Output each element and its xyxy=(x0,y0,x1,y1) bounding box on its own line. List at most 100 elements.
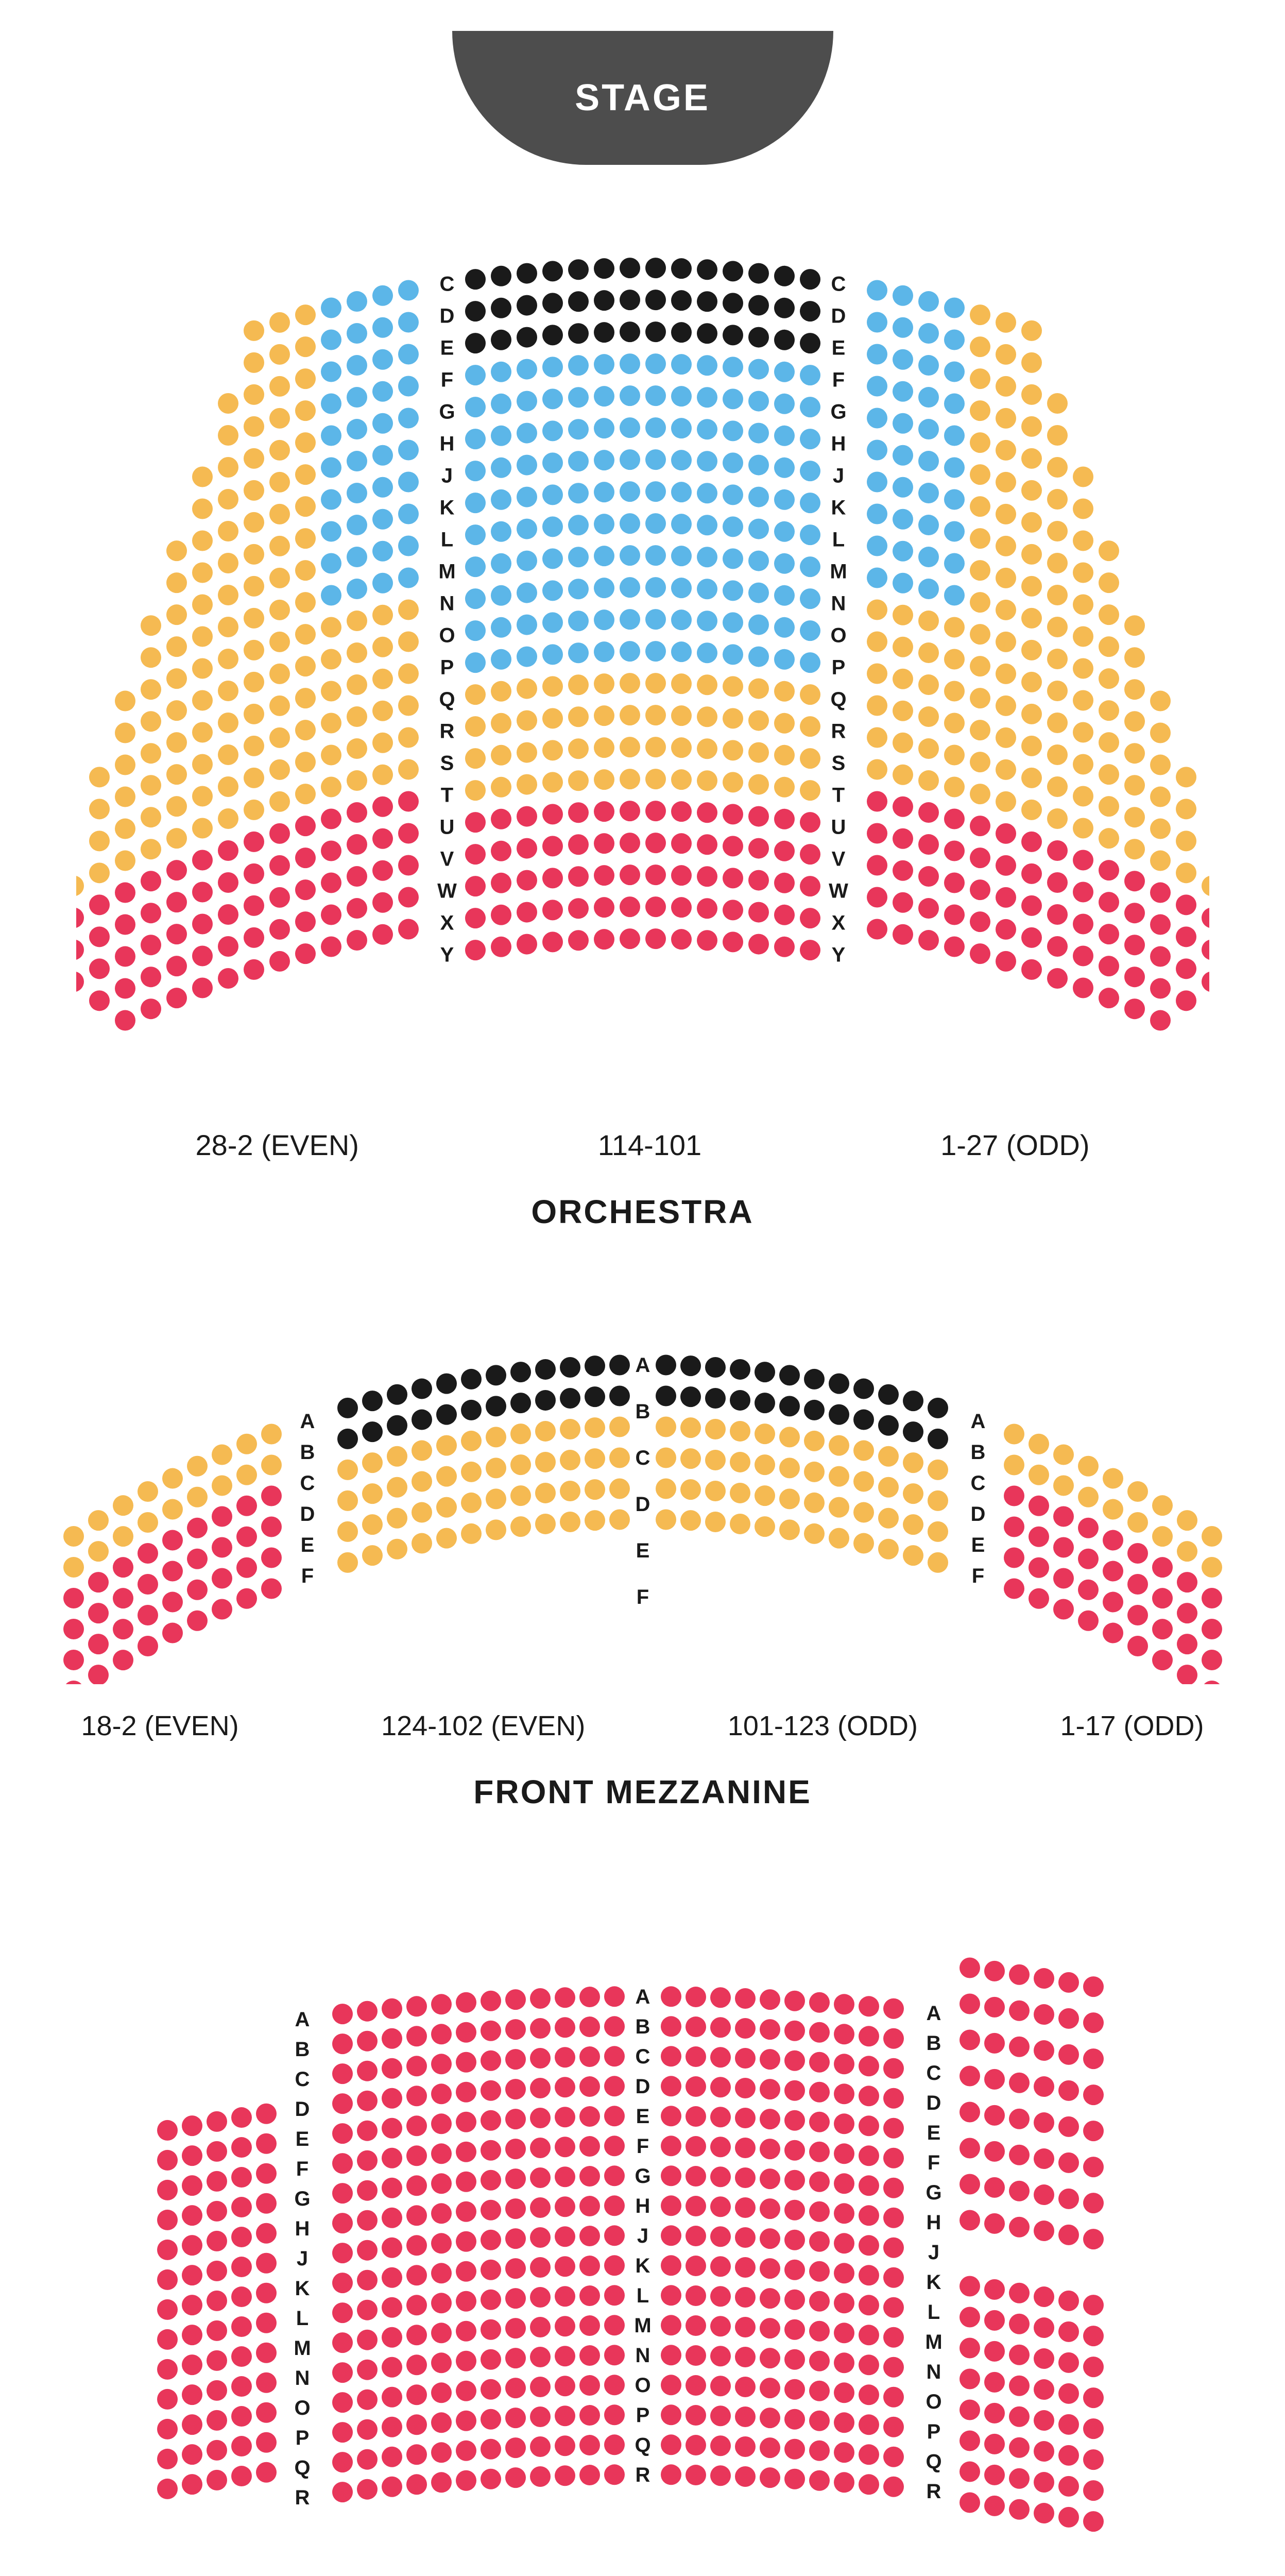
seat[interactable] xyxy=(517,774,537,795)
seat[interactable] xyxy=(748,551,769,571)
seat[interactable] xyxy=(236,1465,257,1485)
seat[interactable] xyxy=(63,1681,84,1684)
seat[interactable] xyxy=(893,285,913,306)
seat[interactable] xyxy=(984,2141,1005,2162)
seat[interactable] xyxy=(244,448,264,469)
seat[interactable] xyxy=(406,2354,427,2375)
seat[interactable] xyxy=(321,841,341,861)
seat[interactable] xyxy=(481,2260,501,2280)
seat[interactable] xyxy=(382,2178,402,2198)
seat[interactable] xyxy=(735,2197,756,2218)
seat[interactable] xyxy=(244,768,264,788)
seat[interactable] xyxy=(76,972,84,992)
seat[interactable] xyxy=(1021,480,1042,501)
seat[interactable] xyxy=(321,617,341,638)
seat[interactable] xyxy=(491,777,511,798)
seat[interactable] xyxy=(510,1516,531,1537)
seat[interactable] xyxy=(867,568,887,588)
seat[interactable] xyxy=(231,2107,252,2128)
seat[interactable] xyxy=(321,394,341,414)
seat[interactable] xyxy=(218,457,238,478)
seat[interactable] xyxy=(141,807,161,827)
seat[interactable] xyxy=(517,423,537,444)
seat[interactable] xyxy=(710,2346,731,2366)
seat[interactable] xyxy=(372,541,393,562)
seat[interactable] xyxy=(182,2444,202,2465)
seat[interactable] xyxy=(710,2256,731,2277)
seat[interactable] xyxy=(1083,2511,1104,2532)
seat[interactable] xyxy=(192,498,213,519)
seat[interactable] xyxy=(1047,904,1068,925)
seat[interactable] xyxy=(748,391,769,412)
seat[interactable] xyxy=(970,592,990,613)
seat[interactable] xyxy=(486,1519,506,1540)
seat[interactable] xyxy=(406,2325,427,2345)
seat[interactable] xyxy=(1029,1434,1049,1454)
seat[interactable] xyxy=(970,943,990,964)
seat[interactable] xyxy=(928,1429,948,1449)
seat[interactable] xyxy=(491,873,511,893)
seat[interactable] xyxy=(735,2108,756,2128)
seat[interactable] xyxy=(970,720,990,740)
seat[interactable] xyxy=(1124,903,1145,923)
seat[interactable] xyxy=(620,385,640,406)
seat[interactable] xyxy=(542,612,563,633)
seat[interactable] xyxy=(918,834,939,855)
seat[interactable] xyxy=(187,1456,208,1477)
seat[interactable] xyxy=(332,2183,353,2204)
seat[interactable] xyxy=(157,2180,178,2200)
seat[interactable] xyxy=(620,609,640,630)
seat[interactable] xyxy=(686,2106,706,2127)
seat[interactable] xyxy=(883,2327,904,2348)
seat[interactable] xyxy=(244,608,264,629)
seat[interactable] xyxy=(192,882,213,902)
seat[interactable] xyxy=(645,928,666,949)
seat[interactable] xyxy=(774,521,795,542)
seat[interactable] xyxy=(671,705,692,726)
seat[interactable] xyxy=(1099,668,1119,689)
seat[interactable] xyxy=(269,951,290,972)
seat[interactable] xyxy=(560,1419,580,1439)
seat[interactable] xyxy=(431,2173,452,2194)
seat[interactable] xyxy=(157,2419,178,2439)
seat[interactable] xyxy=(535,1452,556,1472)
seat[interactable] xyxy=(918,930,939,951)
seat[interactable] xyxy=(236,1557,257,1578)
seat[interactable] xyxy=(800,588,820,609)
seat[interactable] xyxy=(1176,831,1196,851)
seat[interactable] xyxy=(398,664,419,684)
seat[interactable] xyxy=(412,1471,432,1492)
seat[interactable] xyxy=(579,2315,600,2336)
seat[interactable] xyxy=(141,647,161,668)
seat[interactable] xyxy=(645,801,666,821)
seat[interactable] xyxy=(1058,2321,1079,2342)
seat[interactable] xyxy=(620,801,640,821)
seat[interactable] xyxy=(774,873,795,893)
seat[interactable] xyxy=(555,2137,575,2157)
seat[interactable] xyxy=(1078,1518,1099,1538)
seat[interactable] xyxy=(944,553,965,574)
seat[interactable] xyxy=(491,298,511,318)
seat[interactable] xyxy=(218,872,238,893)
seat[interactable] xyxy=(686,2465,706,2485)
seat[interactable] xyxy=(774,266,795,286)
seat[interactable] xyxy=(491,394,511,414)
seat[interactable] xyxy=(347,802,367,823)
seat[interactable] xyxy=(465,429,486,449)
seat[interactable] xyxy=(555,2346,575,2366)
seat[interactable] xyxy=(231,2286,252,2307)
seat[interactable] xyxy=(1009,2499,1030,2520)
seat[interactable] xyxy=(671,833,692,854)
seat[interactable] xyxy=(406,2175,427,2196)
seat[interactable] xyxy=(984,2341,1005,2362)
seat[interactable] xyxy=(481,2200,501,2221)
seat[interactable] xyxy=(207,2410,227,2431)
seat[interactable] xyxy=(1021,736,1042,756)
seat[interactable] xyxy=(697,802,717,823)
seat[interactable] xyxy=(372,637,393,657)
seat[interactable] xyxy=(834,2323,854,2343)
seat[interactable] xyxy=(620,769,640,789)
seat[interactable] xyxy=(166,668,187,689)
seat[interactable] xyxy=(944,394,965,414)
seat[interactable] xyxy=(661,2046,681,2066)
